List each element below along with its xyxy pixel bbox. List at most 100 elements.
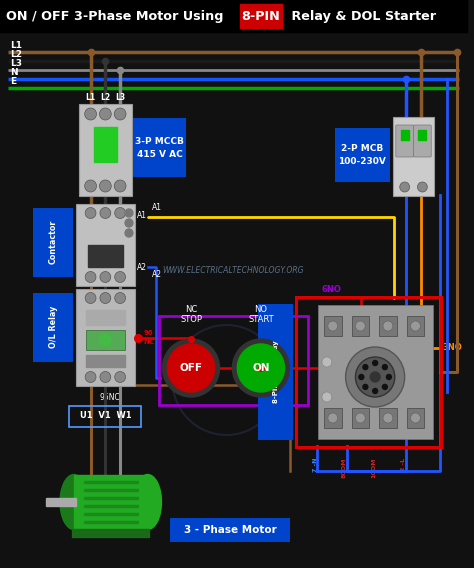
Circle shape	[85, 108, 97, 120]
Text: L2: L2	[10, 50, 22, 59]
FancyBboxPatch shape	[76, 289, 135, 386]
Bar	[86, 330, 125, 350]
Circle shape	[100, 272, 111, 282]
Circle shape	[346, 347, 405, 407]
Bar	[240, 4, 282, 28]
Bar	[84, 481, 138, 483]
Circle shape	[386, 374, 392, 379]
Text: 8-PIN: 8-PIN	[242, 10, 280, 23]
Circle shape	[373, 361, 378, 365]
Circle shape	[370, 372, 380, 382]
Circle shape	[100, 108, 111, 120]
Text: OFF: OFF	[180, 363, 202, 373]
Text: N: N	[10, 68, 18, 77]
Circle shape	[359, 374, 364, 379]
Circle shape	[363, 365, 368, 370]
Circle shape	[100, 293, 111, 303]
Text: E: E	[10, 77, 16, 86]
Circle shape	[383, 365, 387, 370]
Circle shape	[85, 293, 96, 303]
FancyBboxPatch shape	[318, 305, 433, 439]
FancyBboxPatch shape	[34, 208, 73, 277]
Bar	[84, 489, 138, 491]
Circle shape	[114, 180, 126, 192]
Circle shape	[100, 180, 111, 192]
FancyBboxPatch shape	[170, 518, 291, 542]
Circle shape	[115, 272, 126, 282]
Text: 96: 96	[144, 330, 154, 336]
FancyBboxPatch shape	[258, 304, 293, 440]
Text: O/L Relay: O/L Relay	[49, 306, 58, 348]
Bar	[46, 498, 76, 506]
FancyBboxPatch shape	[79, 104, 132, 196]
Bar	[84, 505, 138, 507]
Bar	[84, 521, 138, 523]
Circle shape	[410, 413, 420, 423]
Bar	[352, 408, 369, 428]
Circle shape	[100, 334, 111, 346]
Circle shape	[410, 321, 420, 331]
Bar	[0, 0, 467, 32]
Text: A1: A1	[137, 211, 147, 219]
Text: L2: L2	[100, 93, 110, 102]
Circle shape	[400, 182, 410, 192]
Circle shape	[373, 389, 378, 394]
Circle shape	[322, 357, 332, 367]
Bar	[84, 497, 138, 499]
Circle shape	[125, 209, 133, 217]
Text: 3 - Phase Motor: 3 - Phase Motor	[184, 525, 277, 535]
Text: A2: A2	[137, 262, 147, 272]
Bar	[72, 529, 149, 537]
Circle shape	[328, 413, 337, 423]
Bar	[84, 513, 138, 515]
Text: 3-P MCCB
415 V AC: 3-P MCCB 415 V AC	[135, 137, 184, 158]
Circle shape	[125, 229, 133, 237]
Text: 2 -L: 2 -L	[401, 458, 406, 471]
Text: A1: A1	[152, 203, 162, 212]
FancyBboxPatch shape	[133, 118, 186, 177]
Circle shape	[115, 293, 126, 303]
Circle shape	[322, 392, 332, 402]
Circle shape	[328, 321, 337, 331]
Circle shape	[356, 413, 365, 423]
FancyBboxPatch shape	[335, 128, 390, 182]
Bar	[74, 475, 148, 529]
Bar	[86, 310, 125, 325]
Circle shape	[85, 371, 96, 382]
Text: L1: L1	[85, 93, 96, 102]
Circle shape	[100, 207, 111, 219]
Text: WWW.ELECTRICALTECHNOLOGY.ORG: WWW.ELECTRICALTECHNOLOGY.ORG	[163, 265, 304, 274]
Text: NO
START: NO START	[248, 304, 273, 324]
FancyBboxPatch shape	[413, 125, 431, 157]
Text: L3: L3	[115, 93, 125, 102]
Bar	[407, 408, 424, 428]
Circle shape	[115, 371, 126, 382]
Text: 6NO: 6NO	[322, 285, 342, 294]
Bar	[407, 316, 424, 336]
FancyBboxPatch shape	[76, 204, 135, 286]
Text: ON / OFF 3-Phase Motor Using: ON / OFF 3-Phase Motor Using	[6, 10, 228, 23]
Circle shape	[115, 207, 126, 219]
Bar	[379, 408, 397, 428]
Text: 8-PIN PLA Relay: 8-PIN PLA Relay	[273, 341, 279, 403]
Circle shape	[356, 357, 395, 397]
Text: Contactor: Contactor	[49, 220, 58, 264]
Text: 95NC: 95NC	[100, 393, 121, 402]
Circle shape	[356, 321, 365, 331]
Text: NC: NC	[144, 339, 155, 345]
FancyBboxPatch shape	[34, 293, 73, 362]
Circle shape	[85, 207, 96, 219]
Text: L1: L1	[10, 41, 22, 50]
Text: 2-P MCB
100-230V: 2-P MCB 100-230V	[338, 144, 386, 166]
Circle shape	[383, 321, 393, 331]
Text: NC
STOP: NC STOP	[180, 304, 202, 324]
Circle shape	[114, 108, 126, 120]
Circle shape	[100, 371, 111, 382]
Bar	[419, 130, 426, 140]
Text: 3NO: 3NO	[442, 343, 462, 352]
Circle shape	[85, 180, 97, 192]
Circle shape	[125, 219, 133, 227]
Ellipse shape	[60, 474, 88, 529]
Circle shape	[383, 413, 393, 423]
Text: L3: L3	[10, 59, 22, 68]
